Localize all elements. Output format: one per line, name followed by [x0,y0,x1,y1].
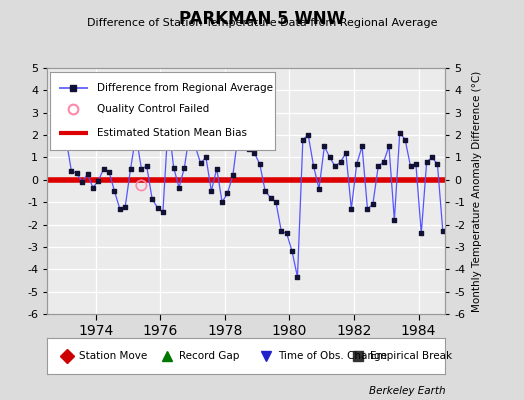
Text: Berkeley Earth: Berkeley Earth [369,386,445,396]
Point [67,168,75,174]
Point [293,274,302,280]
Point [342,150,350,156]
Point [320,143,329,150]
Point [310,163,318,170]
Point [137,182,146,189]
Point [299,136,307,143]
Text: Difference of Station Temperature Data from Regional Average: Difference of Station Temperature Data f… [87,18,437,28]
Point [358,143,366,150]
Point [62,135,70,142]
Point [433,161,442,167]
Point [137,166,146,172]
Point [213,166,221,172]
Point [83,171,92,178]
Point [406,163,414,170]
Point [148,196,156,202]
Point [401,136,409,143]
Point [385,143,393,150]
Point [282,230,291,237]
Point [363,206,372,212]
Point [126,166,135,172]
Point [191,143,199,150]
Point [164,118,172,125]
Point [331,163,340,170]
Point [315,186,323,192]
Point [412,161,420,167]
Point [180,164,189,171]
Point [218,199,226,205]
Point [261,188,269,194]
Text: PARKMAN 5 WNW: PARKMAN 5 WNW [179,10,345,28]
Point [207,188,215,194]
Point [325,154,334,161]
Point [94,178,103,184]
Point [390,217,399,223]
Point [143,163,151,170]
Point [336,159,345,165]
Text: Station Move: Station Move [79,351,147,361]
Point [417,230,425,237]
Point [169,164,178,171]
Point [353,161,361,167]
Point [196,160,205,166]
Point [428,154,436,161]
Point [100,166,108,172]
Point [110,188,118,194]
Point [105,169,113,175]
Point [379,159,388,165]
Text: Quality Control Failed: Quality Control Failed [97,104,210,114]
Point [154,204,162,211]
Point [121,204,129,210]
Point [175,184,183,191]
Point [374,163,383,170]
Point [245,145,253,152]
Point [185,128,194,134]
Point [439,228,447,234]
Point [396,130,404,136]
Point [116,206,124,212]
Text: Record Gap: Record Gap [179,351,239,361]
Point [256,161,264,167]
Point [89,184,97,191]
Point [228,172,237,178]
Point [132,132,140,138]
Point [304,132,312,138]
Text: Estimated Station Mean Bias: Estimated Station Mean Bias [97,128,247,138]
Point [202,154,210,161]
Point [78,179,86,185]
Y-axis label: Monthly Temperature Anomaly Difference (°C): Monthly Temperature Anomaly Difference (… [473,70,483,312]
Point [277,228,286,234]
Text: Difference from Regional Average: Difference from Regional Average [97,83,273,93]
Point [347,206,355,212]
Point [223,190,232,196]
Point [73,170,81,176]
Text: Empirical Break: Empirical Break [370,351,452,361]
Text: Time of Obs. Change: Time of Obs. Change [278,351,387,361]
Point [422,159,431,165]
Point [368,201,377,208]
Point [266,194,275,201]
Point [250,150,259,156]
Point [159,209,167,216]
Point [272,199,280,205]
Point [234,130,243,136]
Point [239,103,248,109]
Point [288,248,296,254]
Point [57,143,65,150]
